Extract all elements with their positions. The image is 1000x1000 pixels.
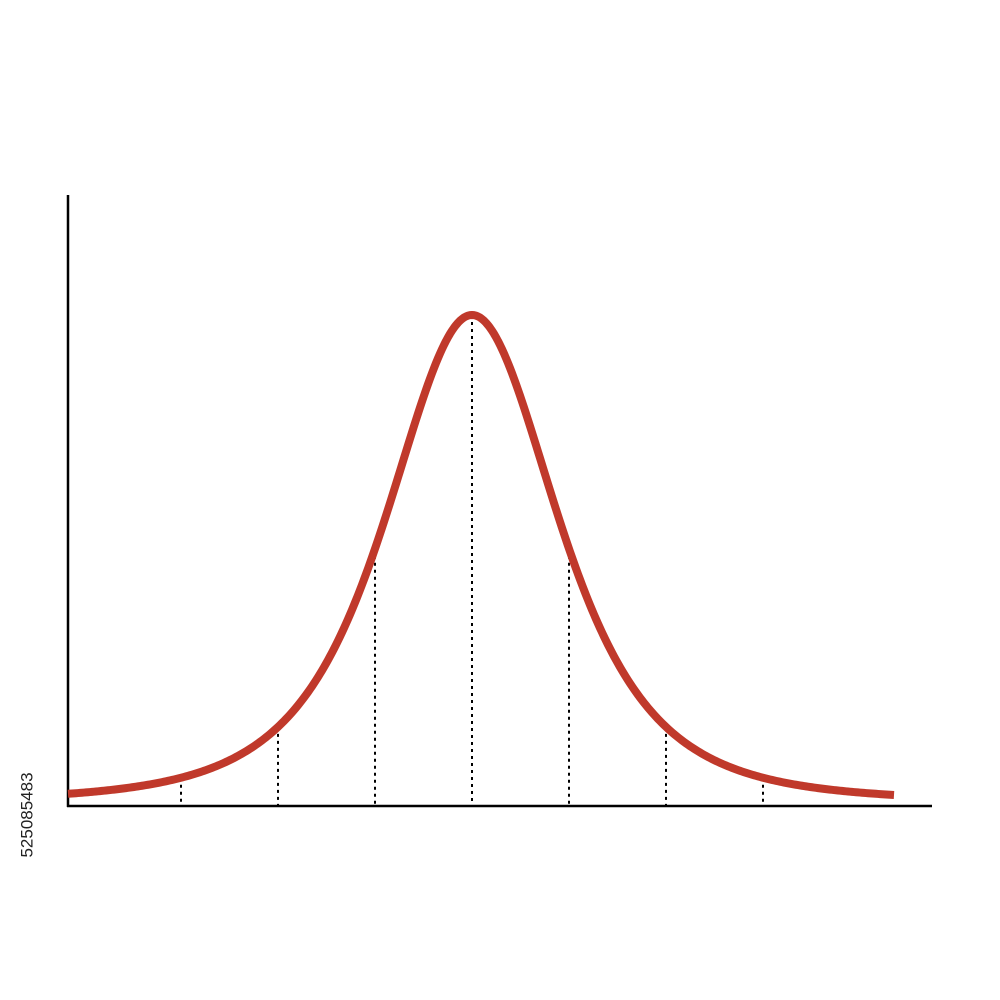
sigma-lines bbox=[180, 315, 764, 805]
image-id: 525085483 bbox=[17, 772, 36, 857]
bell-curve bbox=[66, 311, 896, 799]
